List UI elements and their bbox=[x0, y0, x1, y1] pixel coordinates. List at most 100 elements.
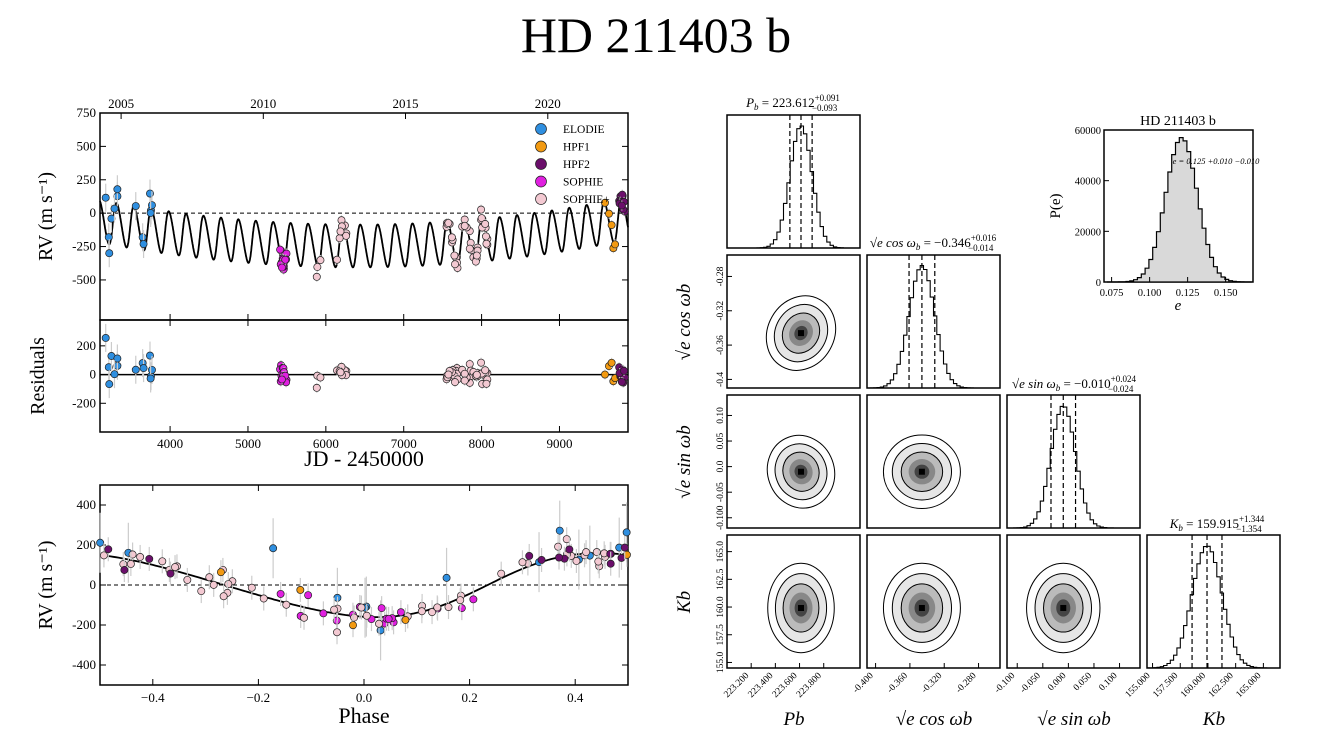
phase-point-sophie bbox=[276, 589, 285, 598]
y-tick-label: 200 bbox=[77, 338, 97, 353]
rv-data-point-elodie bbox=[139, 240, 148, 248]
density-peak bbox=[797, 604, 804, 611]
rv-data-point-hpf1 bbox=[601, 198, 609, 207]
y-tick-label: -400 bbox=[72, 657, 96, 672]
corner-y-tick: 0.05 bbox=[716, 432, 726, 449]
rv-data-point-sophie+ bbox=[460, 221, 469, 230]
rv-data-point-sophie bbox=[277, 263, 286, 272]
rv-data-point-sophie+ bbox=[444, 219, 453, 227]
page-title: HD 211403 b bbox=[521, 7, 791, 63]
residual-point-sophie+ bbox=[316, 373, 325, 382]
phase-point-sophie+ bbox=[158, 557, 167, 566]
corner-y-axis-label: Kb bbox=[674, 591, 695, 614]
annotation-minus: −0.014 bbox=[968, 243, 994, 253]
phase-point-sophie+ bbox=[444, 603, 453, 612]
corner-y-tick: 0.0 bbox=[716, 460, 726, 472]
legend-marker bbox=[535, 158, 547, 170]
annotation-median: = 223.612 bbox=[759, 95, 815, 110]
annotation-subscript: b bbox=[916, 242, 921, 252]
posterior-histogram bbox=[1007, 405, 1140, 529]
residual-point-elodie bbox=[101, 333, 110, 342]
annotation-median: = −0.346 bbox=[920, 235, 971, 250]
rv-data-point-sophie+ bbox=[447, 233, 456, 242]
corner-x-tick: 157.500 bbox=[1151, 671, 1180, 700]
ecc-histogram bbox=[1107, 137, 1252, 283]
rv-data-point-hpf1 bbox=[605, 209, 613, 218]
phase-point-sophie bbox=[469, 595, 478, 604]
y-tick-label: -200 bbox=[72, 617, 96, 632]
rv-data-point-sophie+ bbox=[451, 260, 459, 269]
annotation-plus: +0.016 bbox=[971, 233, 997, 243]
y-tick-label: -250 bbox=[72, 239, 96, 254]
density-peak bbox=[797, 330, 804, 337]
posterior-annotation: √e cos ωb = −0.346+0.016 −0.014 bbox=[870, 233, 997, 253]
phase-point-hpf2 bbox=[555, 553, 563, 562]
corner-y-tick: -0.4 bbox=[716, 372, 726, 387]
legend-label: HPF2 bbox=[563, 159, 590, 171]
ecc-x-tick: 0.075 bbox=[1100, 288, 1124, 299]
phase-point-sophie+ bbox=[99, 551, 108, 560]
phase-point-sophie+ bbox=[247, 583, 256, 592]
residual-point-sophie+ bbox=[460, 376, 469, 385]
corner-y-tick: -0.28 bbox=[716, 266, 726, 286]
x-axis-label: JD - 2450000 bbox=[304, 446, 424, 471]
rv-data-point-sophie+ bbox=[477, 214, 486, 223]
corner-x-tick: -0.280 bbox=[954, 671, 979, 696]
phase-point-sophie bbox=[304, 591, 313, 600]
rv-data-point-elodie bbox=[110, 204, 119, 213]
x-axis-label: Phase bbox=[338, 703, 389, 728]
x-tick-label: 8000 bbox=[469, 436, 495, 451]
residual-point-sophie+ bbox=[444, 370, 453, 379]
annotation-subscript: b bbox=[754, 102, 759, 112]
annotation-plus: +0.024 bbox=[1111, 374, 1137, 384]
corner-y-axis-label: √e cos ωb bbox=[674, 284, 695, 361]
ecc-x-tick: 0.150 bbox=[1214, 288, 1238, 299]
phase-point-hpf2 bbox=[525, 552, 534, 560]
ecc-title: HD 211403 b bbox=[1140, 114, 1216, 129]
phase-point-sophie+ bbox=[592, 548, 601, 557]
x-tick-label: 0.0 bbox=[356, 690, 372, 705]
x-tick-label: −0.4 bbox=[141, 690, 165, 705]
posterior-annotation: √e sin ωb = −0.010+0.024 −0.024 bbox=[1012, 374, 1137, 394]
annotation-subscript: b bbox=[1178, 523, 1183, 533]
rv-data-point-sophie bbox=[276, 245, 285, 254]
corner-y-tick: 162.5 bbox=[716, 568, 726, 590]
density-peak bbox=[918, 468, 925, 475]
residual-point-elodie bbox=[113, 354, 122, 363]
corner-x-tick: 160.000 bbox=[1179, 671, 1208, 700]
year-tick-label: 2015 bbox=[393, 96, 419, 111]
phase-point-elodie bbox=[622, 528, 631, 537]
corner-y-tick: 165.0 bbox=[716, 541, 726, 563]
corner-panel-2-2 bbox=[1006, 394, 1141, 529]
residual-point-hpf1 bbox=[607, 358, 616, 367]
annotation-param: P bbox=[745, 95, 754, 110]
phase-point-sophie+ bbox=[375, 619, 384, 628]
residual-point-elodie bbox=[139, 364, 148, 373]
corner-y-tick: 157.5 bbox=[716, 624, 726, 646]
phase-point-sophie+ bbox=[497, 569, 506, 578]
legend-label: HPF1 bbox=[563, 142, 590, 154]
y-tick-label: 0 bbox=[90, 577, 97, 592]
y-tick-label: 0 bbox=[90, 205, 97, 220]
year-tick-label: 2005 bbox=[108, 96, 134, 111]
phase-point-hpf2 bbox=[166, 569, 175, 578]
corner-x-axis-label: √e cos ωb bbox=[896, 709, 973, 730]
rv-data-point-sophie+ bbox=[335, 234, 344, 243]
ecc-y-tick: 20000 bbox=[1075, 227, 1101, 238]
y-tick-label: 750 bbox=[77, 105, 97, 120]
y-axis-label: RV (m s⁻¹) bbox=[35, 540, 57, 629]
corner-x-tick: -0.050 bbox=[1019, 671, 1044, 696]
corner-y-tick: 0.10 bbox=[716, 407, 726, 424]
phase-point-hpf1 bbox=[349, 621, 357, 630]
phase-point-hpf2 bbox=[620, 543, 629, 552]
phase-point-sophie+ bbox=[357, 603, 366, 612]
posterior-histogram bbox=[1147, 545, 1280, 669]
residual-point-sophie+ bbox=[465, 360, 474, 368]
corner-x-axis-label: Kb bbox=[1202, 709, 1225, 730]
x-tick-label: 6000 bbox=[313, 436, 339, 451]
residual-point-sophie+ bbox=[477, 358, 486, 367]
ecc-annotation: e = 0.125 +0.010 −0.010 bbox=[1173, 156, 1261, 166]
phase-point-sophie+ bbox=[562, 535, 571, 544]
year-tick-label: 2010 bbox=[250, 96, 276, 111]
phase-point-sophie+ bbox=[171, 563, 179, 572]
